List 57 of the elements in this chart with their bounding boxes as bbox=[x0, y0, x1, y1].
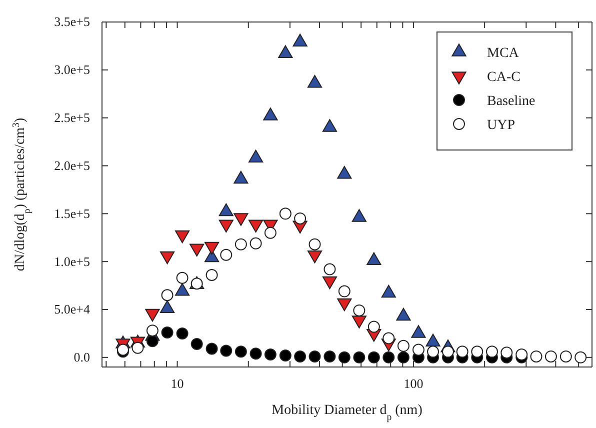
point bbox=[397, 351, 410, 364]
point bbox=[352, 209, 366, 222]
point bbox=[308, 350, 321, 362]
point bbox=[161, 326, 174, 338]
x-tick-label: 10 bbox=[170, 376, 184, 392]
point bbox=[382, 351, 395, 364]
y-tick-label: 0.0 bbox=[74, 350, 90, 365]
point bbox=[471, 346, 484, 358]
point bbox=[263, 108, 278, 120]
y-tick-label: 3.5e+5 bbox=[54, 14, 90, 30]
point bbox=[412, 344, 424, 356]
legend-label: MCA bbox=[487, 46, 520, 61]
point bbox=[456, 346, 468, 358]
point bbox=[146, 324, 158, 337]
y-tick-label: 1.0e+5 bbox=[54, 254, 90, 269]
point bbox=[264, 226, 276, 239]
y-tick-label: 2.0e+5 bbox=[54, 158, 90, 173]
point bbox=[250, 348, 262, 360]
legend-label: Baseline bbox=[487, 94, 536, 109]
point bbox=[366, 252, 382, 266]
point bbox=[234, 170, 248, 184]
point bbox=[368, 351, 380, 364]
point bbox=[353, 351, 366, 364]
point bbox=[176, 327, 188, 340]
x-tick-label: 100 bbox=[404, 376, 424, 392]
point bbox=[146, 335, 158, 348]
point bbox=[337, 166, 352, 179]
point bbox=[248, 150, 264, 163]
point bbox=[500, 346, 513, 359]
point bbox=[322, 119, 338, 132]
point bbox=[324, 350, 336, 362]
point bbox=[234, 346, 247, 358]
point bbox=[427, 346, 440, 358]
point bbox=[220, 344, 232, 357]
point bbox=[206, 342, 218, 355]
point bbox=[190, 338, 203, 350]
point bbox=[382, 332, 395, 344]
legend-label: UYP bbox=[487, 118, 516, 133]
y-tick-label: 2.5e+5 bbox=[54, 110, 90, 125]
y-tick-label: 5.0e+4 bbox=[54, 302, 90, 317]
point bbox=[292, 34, 308, 47]
point bbox=[516, 348, 528, 361]
x-axis-title: Mobility Diameter d$_{p}$ (nm) bbox=[272, 403, 423, 422]
point bbox=[338, 351, 350, 364]
point bbox=[486, 346, 498, 358]
y-tick-label: 3.0e+5 bbox=[54, 62, 90, 78]
point bbox=[294, 212, 306, 224]
legend-label: CA-C bbox=[487, 70, 520, 85]
point bbox=[279, 350, 292, 362]
point bbox=[278, 45, 293, 58]
point bbox=[264, 348, 276, 361]
y-tick-label: 1.5e+5 bbox=[54, 206, 90, 221]
point bbox=[132, 342, 144, 354]
point bbox=[368, 320, 380, 333]
point bbox=[218, 203, 234, 216]
point bbox=[307, 74, 322, 88]
point bbox=[294, 350, 306, 362]
